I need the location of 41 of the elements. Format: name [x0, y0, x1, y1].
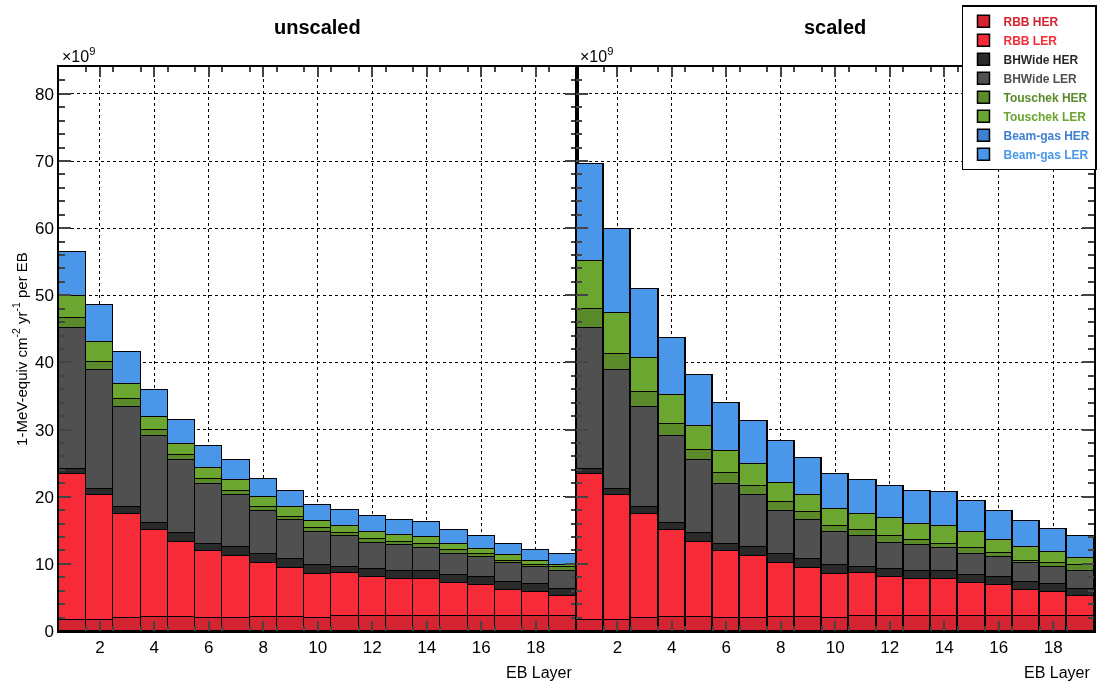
x-tick-label: 6 [721, 638, 732, 658]
y-tick-label: 70 [34, 151, 54, 171]
x-tick-label: 14 [417, 638, 437, 658]
y-tick-label: 10 [34, 554, 54, 574]
legend-label: Touschek HER [1003, 90, 1088, 105]
x-tick-label: 18 [1043, 638, 1063, 658]
x-tick-label: 4 [149, 638, 160, 658]
x-tick-label: 16 [989, 638, 1009, 658]
x-axis-title: EB Layer [506, 664, 573, 681]
y-tick-label: 40 [34, 353, 54, 373]
legend-label: Beam-gas LER [1003, 147, 1089, 162]
legend-label: Beam-gas HER [1003, 128, 1090, 143]
y-tick-label: 30 [34, 420, 54, 440]
x-tick-label: 6 [204, 638, 214, 658]
x-tick-label: 10 [308, 638, 328, 658]
y-tick-label: 60 [34, 219, 54, 239]
text: ×10$^{9}$ [580, 45, 614, 65]
x-tick-label: 8 [776, 638, 786, 658]
x-tick-label: 12 [880, 638, 900, 658]
x-tick-label: 18 [526, 638, 546, 658]
legend-label: BHWide HER [1003, 52, 1079, 67]
legend-label: Touschek LER [1003, 109, 1087, 124]
y-tick-label: 50 [34, 286, 54, 306]
legend-label: BHWide LER [1003, 71, 1078, 86]
x-tick-label: 14 [934, 638, 954, 658]
chart-title: unscaled [274, 16, 361, 38]
x-tick-label: 8 [258, 638, 269, 658]
x-tick-label: 2 [95, 638, 105, 658]
legend-label: RBB HER [1003, 14, 1059, 29]
x-tick-label: 10 [825, 638, 845, 658]
y-tick-label: 0 [44, 621, 54, 641]
x-tick-label: 16 [471, 638, 491, 658]
x-tick-label: 12 [362, 638, 382, 658]
y-tick-label: 80 [34, 84, 54, 104]
text: ×10$^{9}$ [62, 45, 96, 65]
chart-title: scaled [804, 16, 867, 38]
legend-label: RBB LER [1003, 33, 1058, 48]
x-tick-label: 2 [612, 638, 623, 658]
x-tick-label: 4 [667, 638, 677, 658]
x-axis-title: EB Layer [1024, 664, 1091, 681]
y-tick-label: 20 [34, 487, 54, 507]
